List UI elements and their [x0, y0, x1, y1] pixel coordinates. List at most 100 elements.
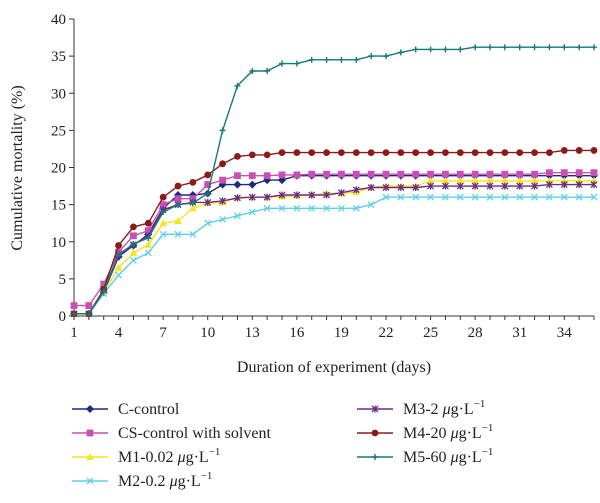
data-point — [427, 149, 434, 157]
data-point — [382, 170, 390, 178]
data-point — [442, 149, 449, 157]
legend-label-text: M3-2 — [403, 401, 439, 418]
data-point — [338, 170, 345, 178]
x-tick-label: 10 — [200, 325, 215, 341]
data-point — [233, 180, 242, 189]
legend-swatch-marker — [86, 477, 94, 485]
data-point — [590, 181, 598, 189]
data-point — [427, 170, 434, 178]
data-point — [85, 302, 93, 310]
x-tick-label: 22 — [379, 325, 394, 341]
data-point — [248, 193, 256, 201]
data-point — [501, 44, 508, 51]
legend-swatch-marker — [86, 429, 94, 437]
legend-unit-mu: μ — [442, 401, 451, 418]
data-point — [129, 256, 137, 264]
data-point — [278, 204, 286, 212]
data-point — [144, 249, 152, 257]
data-point — [516, 44, 523, 51]
data-point — [412, 184, 420, 192]
series-6 — [70, 147, 598, 318]
legend-label-text: CS-control with solvent — [118, 425, 271, 442]
data-point — [487, 44, 493, 51]
legend-label: CS-control with solvent — [118, 425, 271, 442]
data-point — [575, 147, 583, 154]
data-point — [501, 176, 509, 184]
data-point — [486, 149, 494, 157]
data-point — [100, 280, 108, 288]
data-point — [546, 149, 553, 157]
data-point — [575, 193, 583, 201]
data-point — [159, 193, 167, 201]
data-point — [308, 204, 316, 212]
data-point — [352, 204, 360, 212]
legend-unit: g·L — [459, 425, 482, 442]
data-point — [323, 204, 331, 212]
data-point — [412, 46, 419, 53]
y-tick-label: 25 — [51, 123, 66, 139]
x-tick-label: 19 — [334, 325, 349, 341]
data-point — [85, 310, 92, 317]
data-point — [248, 172, 256, 180]
x-tick-label: 16 — [289, 325, 305, 341]
legend-unit-mu: μ — [177, 449, 186, 466]
data-point — [397, 170, 405, 178]
x-tick-label: 31 — [512, 325, 527, 341]
data-point — [338, 149, 345, 157]
data-point — [323, 191, 331, 199]
data-point — [234, 152, 241, 160]
legend-unit-mu: μ — [450, 425, 459, 442]
data-point — [560, 169, 568, 177]
data-point — [174, 195, 182, 203]
data-point — [293, 204, 301, 212]
series-2 — [70, 169, 598, 310]
y-tick-label: 10 — [51, 235, 66, 251]
y-tick-label: 30 — [51, 86, 66, 102]
data-point — [70, 302, 78, 310]
legend-unit: g·L — [459, 449, 482, 466]
data-point — [530, 176, 539, 184]
series-7 — [71, 44, 597, 317]
legend-label: M2-0.2 μg·L−1 — [118, 470, 212, 490]
data-point — [263, 193, 271, 201]
data-point — [546, 44, 553, 51]
data-point — [531, 44, 538, 51]
x-tick-label: 1 — [70, 325, 78, 341]
data-point — [175, 201, 181, 208]
legend-swatch-marker — [371, 429, 379, 437]
data-point — [516, 182, 524, 190]
data-point — [219, 160, 226, 168]
x-tick-label: 28 — [468, 325, 483, 341]
data-point — [130, 223, 137, 231]
data-point — [278, 171, 286, 179]
y-axis-label: Cumulative mortality (%) — [9, 85, 26, 250]
data-point — [501, 193, 509, 201]
data-point — [576, 44, 583, 51]
data-point — [278, 191, 286, 199]
data-point — [367, 149, 375, 157]
data-point — [427, 46, 434, 53]
data-point — [248, 180, 257, 189]
data-point — [561, 44, 568, 51]
data-point — [471, 170, 479, 178]
legend-unit: g·L — [186, 449, 209, 466]
data-point — [412, 149, 420, 157]
data-point — [323, 56, 330, 63]
data-point — [160, 209, 167, 216]
data-point — [323, 149, 330, 157]
legend-unit-exponent: −1 — [201, 470, 213, 482]
data-point — [575, 169, 583, 177]
data-point — [486, 176, 494, 184]
data-point — [382, 149, 390, 157]
data-point — [278, 149, 286, 157]
data-point — [382, 193, 390, 201]
legend-label-text: M4-20 — [403, 425, 447, 442]
data-point — [293, 171, 301, 179]
legend-unit-mu: μ — [169, 473, 178, 490]
data-point — [560, 193, 568, 201]
data-point — [397, 184, 405, 192]
legend-label: M4-20 μg·L−1 — [403, 422, 493, 442]
data-point — [352, 149, 360, 157]
